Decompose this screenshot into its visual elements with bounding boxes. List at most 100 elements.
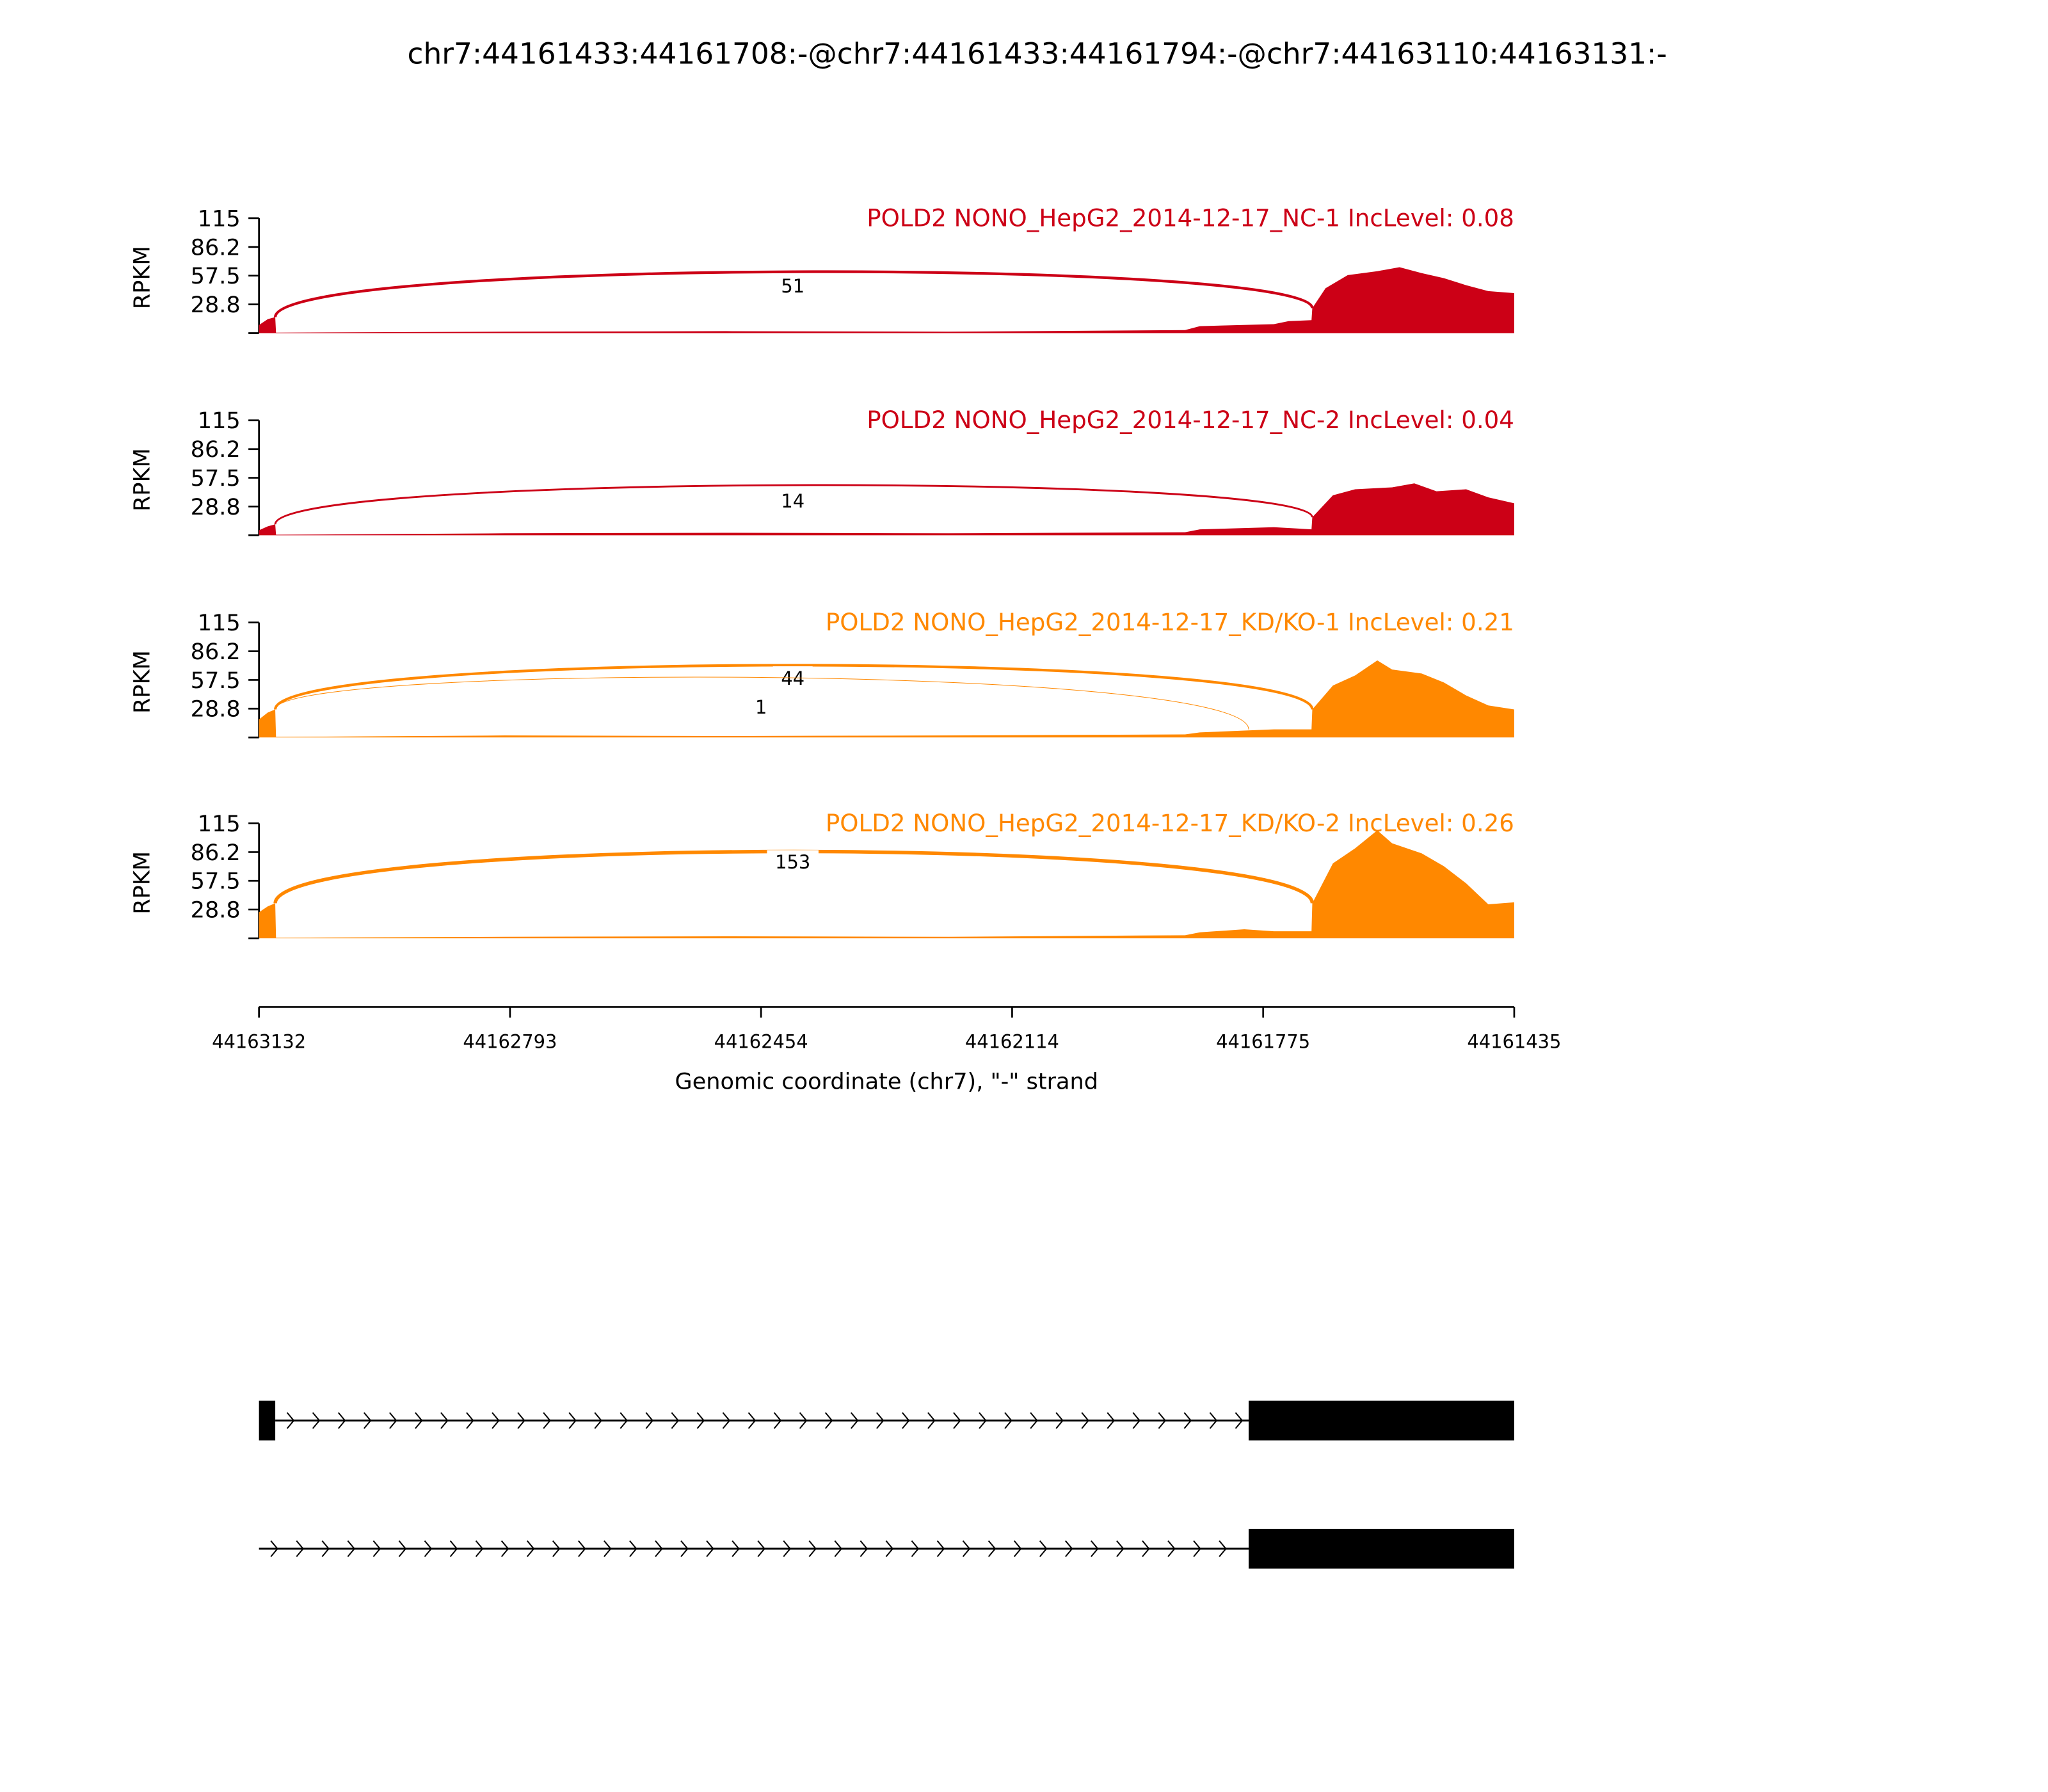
strand-chevron-icon	[1235, 1412, 1244, 1429]
x-axis-label: Genomic coordinate (chr7), "-" strand	[675, 1068, 1099, 1094]
strand-chevron-icon	[1091, 1540, 1099, 1557]
strand-chevron-icon	[1065, 1540, 1073, 1557]
strand-chevron-icon	[517, 1412, 525, 1429]
y-axis-label: RPKM	[129, 246, 155, 309]
strand-chevron-icon	[885, 1540, 894, 1557]
strand-chevron-icon	[773, 1412, 782, 1429]
strand-chevron-icon	[696, 1412, 705, 1429]
strand-chevron-icon	[1158, 1412, 1167, 1429]
strand-chevron-icon	[645, 1412, 654, 1429]
strand-chevron-icon	[492, 1412, 500, 1429]
strand-chevron-icon	[466, 1412, 474, 1429]
strand-chevron-icon	[979, 1412, 987, 1429]
strand-chevron-icon	[1183, 1412, 1192, 1429]
sample-label: POLD2 NONO_HepG2_2014-12-17_NC-2 IncLeve…	[867, 406, 1514, 434]
strand-chevron-icon	[927, 1412, 936, 1429]
y-axis-label: RPKM	[129, 448, 155, 511]
strand-chevron-icon	[824, 1412, 833, 1429]
strand-chevron-icon	[834, 1540, 843, 1557]
x-tick-label: 44162114	[965, 1030, 1059, 1052]
strand-chevron-icon	[1055, 1412, 1064, 1429]
strand-chevron-icon	[1081, 1412, 1089, 1429]
exon-block	[1249, 1528, 1514, 1569]
strand-chevron-icon	[552, 1540, 561, 1557]
y-tick-label: 57.5	[191, 868, 241, 895]
junction-count-label: 14	[781, 490, 804, 512]
strand-chevron-icon	[1030, 1412, 1038, 1429]
strand-chevron-icon	[347, 1540, 356, 1557]
junction-arc	[274, 664, 1314, 710]
x-tick-label: 44161435	[1467, 1030, 1561, 1052]
strand-chevron-icon	[1132, 1412, 1141, 1429]
strand-chevron-icon	[500, 1540, 509, 1557]
strand-chevron-icon	[270, 1540, 278, 1557]
coverage-area	[259, 830, 1514, 939]
strand-chevron-icon	[1107, 1412, 1115, 1429]
strand-chevron-icon	[543, 1412, 551, 1429]
y-tick-label: 86.2	[191, 436, 241, 463]
strand-chevron-icon	[1004, 1412, 1012, 1429]
x-tick-label: 44162793	[463, 1030, 557, 1052]
strand-chevron-icon	[732, 1540, 740, 1557]
y-tick-label: 115	[198, 205, 241, 232]
strand-chevron-icon	[680, 1540, 689, 1557]
junction-label-background	[767, 850, 819, 874]
strand-chevron-icon	[757, 1540, 765, 1557]
strand-chevron-icon	[296, 1540, 304, 1557]
strand-chevron-icon	[1193, 1540, 1201, 1557]
junction-count-label: 1	[755, 696, 767, 718]
exon-block	[1249, 1400, 1514, 1441]
strand-chevron-icon	[398, 1540, 407, 1557]
y-tick-label: 28.8	[191, 897, 241, 923]
strand-chevron-icon	[671, 1412, 680, 1429]
strand-chevron-icon	[449, 1540, 458, 1557]
strand-chevron-icon	[902, 1412, 910, 1429]
transcript-model	[259, 1400, 1514, 1441]
y-tick-label: 86.2	[191, 234, 241, 260]
junction-count-label: 153	[775, 851, 810, 873]
strand-chevron-icon	[594, 1412, 602, 1429]
strand-chevron-icon	[1167, 1540, 1176, 1557]
strand-chevron-icon	[1209, 1412, 1218, 1429]
sample-label: POLD2 NONO_HepG2_2014-12-17_NC-1 IncLeve…	[867, 204, 1514, 232]
strand-chevron-icon	[578, 1540, 586, 1557]
gene-models	[259, 1400, 1514, 1569]
strand-chevron-icon	[936, 1540, 945, 1557]
strand-chevron-icon	[953, 1412, 961, 1429]
strand-chevron-icon	[783, 1540, 791, 1557]
strand-chevron-icon	[799, 1412, 808, 1429]
x-tick-label: 44162454	[714, 1030, 808, 1052]
strand-chevron-icon	[1013, 1540, 1022, 1557]
strand-chevron-icon	[372, 1540, 381, 1557]
junction-count-label: 51	[781, 275, 804, 297]
junction-arc	[274, 484, 1313, 525]
strand-chevron-icon	[988, 1540, 996, 1557]
junction-label-background	[772, 274, 813, 298]
strand-chevron-icon	[415, 1412, 423, 1429]
coverage-area	[259, 483, 1514, 536]
strand-chevron-icon	[475, 1540, 484, 1557]
junction-label-background	[747, 695, 775, 719]
y-tick-label: 115	[198, 408, 241, 434]
sample-label: POLD2 NONO_HepG2_2014-12-17_KD/KO-1 IncL…	[826, 609, 1514, 636]
strand-chevron-icon	[876, 1412, 884, 1429]
y-tick-label: 86.2	[191, 639, 241, 665]
y-axis-label: RPKM	[129, 851, 155, 915]
sample-label: POLD2 NONO_HepG2_2014-12-17_KD/KO-2 IncL…	[826, 810, 1514, 837]
sample-panel: 115 86.257.528.8 RPKM 153 POLD2 NONO_HepG2_2…	[129, 810, 1514, 940]
coverage-area	[259, 660, 1514, 738]
strand-chevron-icon	[1142, 1540, 1150, 1557]
x-tick-label: 44161775	[1216, 1030, 1310, 1052]
coverage-area	[259, 267, 1514, 333]
strand-chevron-icon	[286, 1412, 295, 1429]
strand-chevron-icon	[748, 1412, 756, 1429]
x-tick-label: 44163132	[212, 1030, 306, 1052]
y-tick-label: 115	[198, 811, 241, 837]
y-tick-label: 115	[198, 610, 241, 636]
strand-chevron-icon	[568, 1412, 577, 1429]
strand-chevron-icon	[604, 1540, 612, 1557]
y-tick-label: 28.8	[191, 696, 241, 723]
